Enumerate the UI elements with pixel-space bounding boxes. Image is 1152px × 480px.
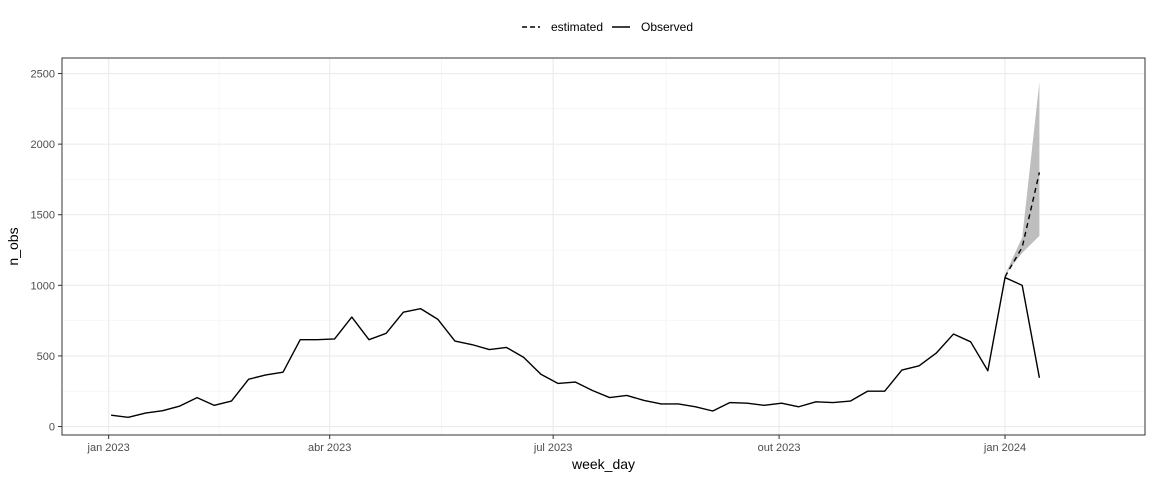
x-tick-label: abr 2023 (308, 442, 351, 454)
plot-panel (62, 58, 1145, 435)
confidence-ribbon (1005, 82, 1040, 275)
legend-label-observed: Observed (641, 20, 693, 34)
grid (62, 58, 1145, 435)
series-line-observed (111, 276, 1041, 419)
legend: estimated Observed (522, 20, 693, 34)
x-tick-label: jan 2023 (87, 442, 130, 454)
series-line-estimated (1004, 172, 1041, 278)
y-tick-label: 1500 (31, 210, 55, 222)
y-tick-label: 500 (37, 351, 55, 363)
x-tick-label: out 2023 (758, 442, 801, 454)
x-tick-label: jan 2024 (983, 442, 1026, 454)
y-tick-label: 2500 (31, 69, 55, 81)
y-tick-label: 1000 (31, 280, 55, 292)
ribbon-layer (1005, 82, 1040, 275)
legend-label-estimated: estimated (551, 20, 603, 34)
axes: 0 500 1000 1500 2000 2500 jan 2023 abr 2023 jul … (31, 69, 1027, 454)
y-tick-label: 0 (49, 422, 55, 434)
y-axis-title: n_obs (5, 227, 21, 265)
plot-border (61, 57, 1146, 436)
x-axis-title: week_day (571, 456, 635, 472)
x-tick-label: jul 2023 (533, 442, 573, 454)
y-tick-label: 2000 (31, 139, 55, 151)
series-layer (111, 172, 1041, 419)
